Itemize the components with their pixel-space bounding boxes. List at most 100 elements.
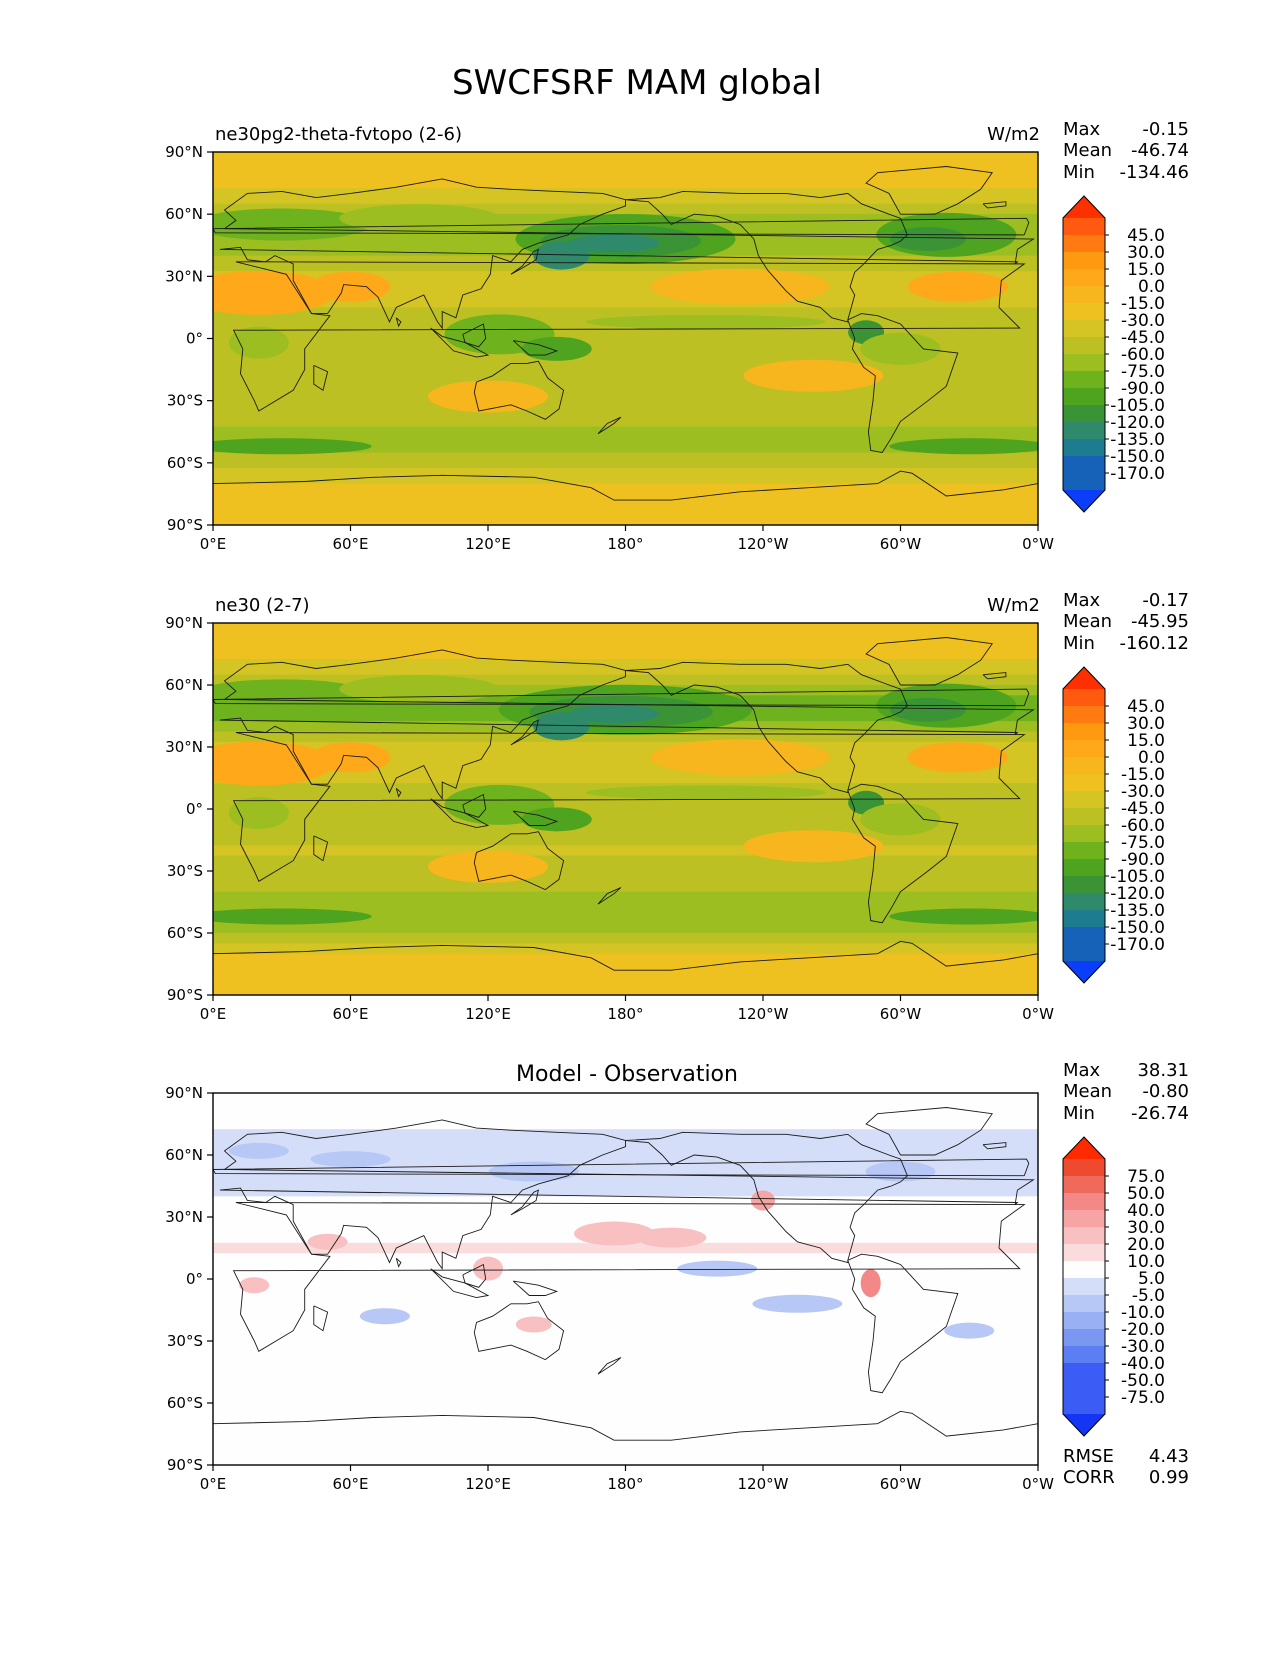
zonal-band [213, 499, 1038, 505]
x-tick-label: 60°E [332, 1005, 368, 1023]
zonal-band [213, 1263, 1038, 1270]
zonal-band [213, 478, 1038, 485]
zonal-band [213, 1325, 1038, 1332]
colorbar-tick-label: 40.0 [1127, 1201, 1165, 1221]
panel-difference: Model - Observation Max 38.31 Mean -0.80… [165, 1060, 1189, 1493]
contour-region [228, 797, 289, 830]
zonal-band [213, 1201, 1038, 1208]
colorbar-segment [1063, 354, 1105, 372]
contour-region [339, 675, 500, 704]
zonal-band [213, 188, 1038, 195]
contour-region [213, 438, 372, 455]
map-axes: 90°N 60°N 30°N 0° 30°S 60°S 90°S0°E 60°E 120°E 18… [165, 143, 1054, 553]
zonal-band [213, 183, 1038, 189]
zonal-band [213, 664, 1038, 671]
metric-value-rmse: 4.43 [1149, 1446, 1189, 1467]
colorbar-tick-label: -135.0 [1110, 901, 1165, 921]
zonal-band [213, 633, 1038, 640]
metric-label-corr: CORR [1063, 1467, 1115, 1488]
zonal-band [213, 922, 1038, 929]
coastline [625, 1131, 908, 1264]
contour-region [677, 1260, 758, 1277]
y-tick-label: 0° [186, 330, 203, 348]
colorbar-tick-label: 20.0 [1127, 1235, 1165, 1255]
colorbar-segment [1063, 706, 1105, 724]
zonal-band [213, 829, 1038, 836]
colorbar-segment [1063, 1193, 1105, 1211]
stat-value-mean: -46.74 [1131, 140, 1189, 161]
zonal-band [213, 208, 1038, 215]
y-tick-label: 90°N [165, 1084, 203, 1102]
y-tick-label: 0° [186, 800, 203, 818]
stat-value-min: -160.12 [1120, 633, 1189, 654]
colorbar-segment [1063, 1244, 1105, 1262]
y-tick-label: 30°N [165, 267, 203, 285]
colorbar-segment [1063, 1261, 1105, 1279]
map-axes: 90°N 60°N 30°N 0° 30°S 60°S 90°S0°E 60°E 120°E 18… [165, 614, 1054, 1023]
metric-label-rmse: RMSE [1063, 1446, 1114, 1467]
colorbar-segment [1063, 740, 1105, 758]
zonal-band [213, 798, 1038, 805]
zonal-band [213, 886, 1038, 893]
zonal-band [213, 772, 1038, 779]
zonal-band [213, 426, 1038, 433]
colorbar-segment [1063, 1295, 1105, 1313]
zonal-band [213, 969, 1038, 975]
colorbar-segment [1063, 439, 1105, 457]
zonal-band [213, 1403, 1038, 1409]
x-tick-label: 0°E [200, 1475, 227, 1493]
zonal-band [213, 845, 1038, 851]
colorbar-segment [1063, 689, 1105, 707]
zonal-band [213, 493, 1038, 500]
colorbar-segment [1063, 303, 1105, 321]
zonal-band [213, 462, 1038, 469]
y-tick-label: 60°S [167, 1394, 203, 1412]
zonal-band [213, 519, 1038, 525]
zonal-band [213, 354, 1038, 360]
x-tick-label: 60°E [332, 1475, 368, 1493]
y-tick-label: 30°S [167, 1332, 203, 1350]
zonal-band [213, 1186, 1038, 1192]
coastline [597, 1357, 622, 1375]
coastline [213, 688, 1030, 707]
zonal-band [213, 1459, 1038, 1465]
y-tick-label: 30°S [167, 862, 203, 880]
zonal-band [213, 1346, 1038, 1352]
zonal-band [213, 271, 1038, 277]
zonal-band [213, 747, 1038, 753]
colorbar-tick-label: 50.0 [1127, 1184, 1165, 1204]
colorbar-tick-label: -150.0 [1110, 918, 1165, 938]
zonal-band [213, 157, 1038, 163]
zonal-band [213, 974, 1038, 981]
contour-region [585, 314, 826, 329]
colorbar-segment [1063, 808, 1105, 826]
colorbar-segment [1063, 859, 1105, 877]
zonal-band [213, 1392, 1038, 1399]
zonal-band [213, 927, 1038, 934]
zonal-band [213, 1387, 1038, 1394]
contour-region [310, 271, 391, 302]
zonal-band [213, 1356, 1038, 1363]
zonal-band [213, 203, 1038, 210]
zonal-band [213, 1361, 1038, 1368]
coastline [313, 364, 329, 392]
zonal-band [213, 395, 1038, 402]
zonal-band [213, 338, 1038, 345]
x-tick-label: 120°W [738, 535, 789, 553]
zonal-band [213, 488, 1038, 495]
contour-region [213, 741, 334, 786]
zonal-band [213, 1144, 1038, 1151]
colorbar: 45.030.015.00.0-15.0-30.0-45.0-60.0-75.0… [1062, 666, 1165, 984]
colorbar-tick-label: -75.0 [1121, 1388, 1165, 1408]
zonal-band [213, 989, 1038, 995]
zonal-band [213, 1397, 1038, 1404]
coastline [232, 261, 1026, 412]
zonal-band [213, 1268, 1038, 1275]
coastline [232, 1202, 1026, 1352]
contour-region [239, 1277, 270, 1294]
stat-label-mean: Mean [1063, 611, 1112, 632]
zonal-band [213, 436, 1038, 443]
colorbar-segment [1063, 842, 1105, 860]
zonal-band [213, 1418, 1038, 1425]
zonal-band [213, 1175, 1038, 1182]
